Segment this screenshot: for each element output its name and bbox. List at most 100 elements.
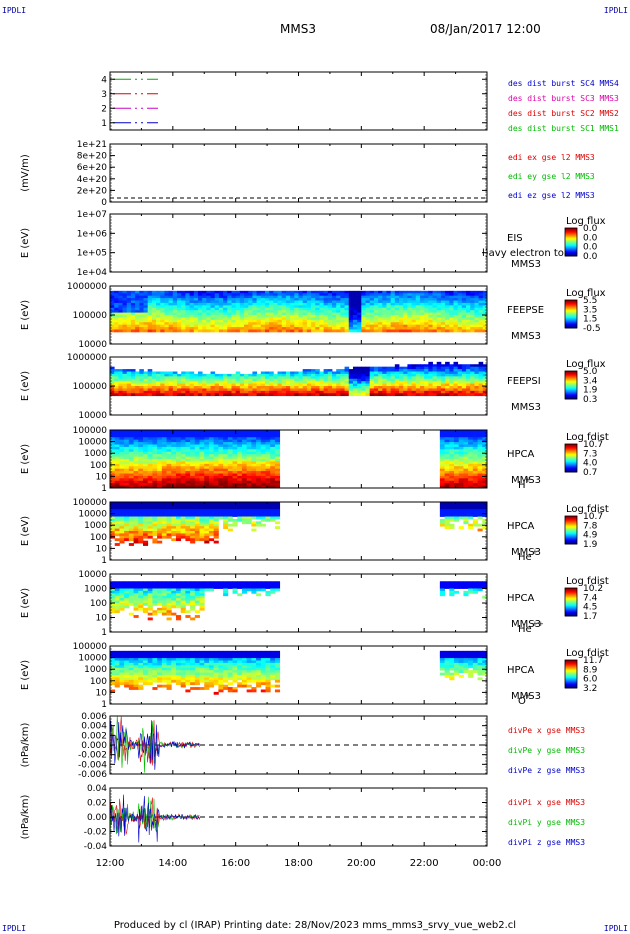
spec-cell-4 bbox=[202, 378, 207, 382]
spec-cell-6 bbox=[270, 518, 276, 522]
spec-cell-3 bbox=[156, 327, 161, 330]
spec-cell-3 bbox=[193, 300, 199, 304]
spec-cell-6 bbox=[138, 502, 144, 505]
spec-cell-8 bbox=[152, 660, 158, 664]
colorbar-cell-7 bbox=[565, 593, 577, 596]
spec-cell-4 bbox=[390, 378, 396, 382]
spec-cell-7 bbox=[180, 590, 186, 594]
spec-cell-3 bbox=[419, 307, 425, 311]
spec-cell-7 bbox=[138, 607, 144, 611]
spec-cell-5 bbox=[256, 454, 262, 457]
spec-cell-7 bbox=[166, 617, 172, 621]
spec-cell-3 bbox=[428, 322, 433, 326]
spec-cell-5 bbox=[114, 483, 120, 486]
spec-cell-5 bbox=[218, 430, 224, 433]
spec-cell-7 bbox=[208, 586, 215, 589]
spec-cell-4 bbox=[348, 378, 354, 382]
spec-cell-4 bbox=[386, 376, 392, 380]
spec-cell-4 bbox=[369, 376, 375, 380]
spec-cell-4 bbox=[193, 378, 199, 382]
spec-cell-3 bbox=[206, 322, 211, 326]
spec-cell-6 bbox=[119, 506, 125, 510]
spec-cell-5 bbox=[208, 475, 215, 479]
spec-cell-3 bbox=[264, 315, 270, 318]
spec-cell-4 bbox=[352, 366, 358, 370]
spec-cell-5 bbox=[458, 432, 464, 436]
spec-cell-3 bbox=[160, 312, 165, 316]
spec-cell-7 bbox=[194, 598, 200, 601]
spec-cell-7 bbox=[157, 607, 163, 611]
spec-cell-5 bbox=[114, 442, 120, 445]
colorbar-cell-5 bbox=[565, 469, 577, 471]
spec-cell-4 bbox=[285, 381, 291, 384]
spec-cell-5 bbox=[256, 456, 262, 460]
colorbar-cell-4 bbox=[565, 380, 577, 382]
spec-cell-4 bbox=[269, 390, 274, 394]
spec-cell-4 bbox=[114, 386, 119, 389]
spec-cell-3 bbox=[231, 302, 237, 306]
spec-cell-5 bbox=[444, 475, 450, 479]
spec-cell-4 bbox=[440, 390, 446, 394]
spec-cell-7 bbox=[138, 593, 144, 597]
spec-cell-4 bbox=[264, 383, 270, 387]
spec-cell-3 bbox=[474, 290, 480, 294]
spec-cell-4 bbox=[399, 366, 404, 370]
spec-cell-4 bbox=[256, 388, 262, 392]
spec-cell-8 bbox=[157, 660, 163, 664]
spec-cell-7 bbox=[128, 600, 134, 604]
spec-cell-4 bbox=[415, 378, 421, 382]
spec-cell-4 bbox=[177, 383, 182, 387]
colorbar-cell-3 bbox=[565, 318, 577, 321]
spec-cell-5 bbox=[166, 478, 172, 482]
spec-cell-4 bbox=[457, 373, 463, 377]
species-label-6: He bbox=[518, 552, 532, 563]
spec-cell-4 bbox=[407, 366, 412, 370]
spec-cell-3 bbox=[394, 329, 400, 333]
spec-cell-6 bbox=[223, 509, 229, 513]
spec-cell-4 bbox=[147, 388, 153, 392]
spec-cell-3 bbox=[365, 307, 371, 311]
spec-cell-4 bbox=[461, 381, 467, 384]
spec-cell-4 bbox=[151, 390, 157, 394]
spec-cell-5 bbox=[218, 434, 224, 438]
spec-cell-7 bbox=[152, 590, 158, 594]
spec-cell-4 bbox=[348, 371, 354, 375]
spec-cell-3 bbox=[319, 310, 325, 313]
spec-cell-3 bbox=[139, 319, 144, 323]
spec-cell-7 bbox=[110, 581, 116, 585]
spec-cell-3 bbox=[290, 324, 295, 328]
spec-cell-3 bbox=[390, 295, 396, 299]
spec-cell-5 bbox=[246, 478, 252, 482]
spec-cell-3 bbox=[332, 327, 337, 330]
spec-cell-4 bbox=[214, 381, 220, 384]
spec-cell-3 bbox=[403, 315, 408, 318]
colorbar-cell-4 bbox=[565, 397, 577, 399]
spec-cell-6 bbox=[119, 514, 125, 517]
spec-cell-3 bbox=[382, 315, 387, 318]
spec-cell-5 bbox=[180, 432, 186, 436]
spec-cell-5 bbox=[449, 454, 455, 457]
spec-cell-3 bbox=[445, 312, 450, 316]
spec-cell-5 bbox=[128, 442, 134, 445]
spec-cell-5 bbox=[208, 480, 215, 484]
spec-cell-3 bbox=[365, 327, 371, 330]
spec-cell-6 bbox=[133, 504, 139, 508]
spec-cell-6 bbox=[180, 533, 186, 537]
spec-cell-4 bbox=[126, 393, 132, 397]
spec-cell-4 bbox=[269, 373, 274, 377]
spec-cell-3 bbox=[110, 319, 115, 323]
spec-cell-8 bbox=[110, 670, 116, 673]
spec-cell-7 bbox=[256, 588, 262, 592]
colorbar-cell-6 bbox=[565, 524, 577, 526]
spec-cell-3 bbox=[403, 295, 408, 299]
spec-cell-3 bbox=[445, 295, 450, 299]
colorbar-cell-3 bbox=[565, 314, 577, 317]
spec-cell-6 bbox=[166, 509, 172, 513]
spec-cell-5 bbox=[138, 459, 144, 462]
spec-cell-8 bbox=[114, 667, 120, 671]
spec-cell-3 bbox=[147, 290, 153, 294]
spec-cell-5 bbox=[175, 439, 182, 443]
spec-cell-3 bbox=[172, 293, 178, 297]
spec-cell-3 bbox=[369, 312, 375, 316]
spec-cell-5 bbox=[152, 456, 158, 460]
